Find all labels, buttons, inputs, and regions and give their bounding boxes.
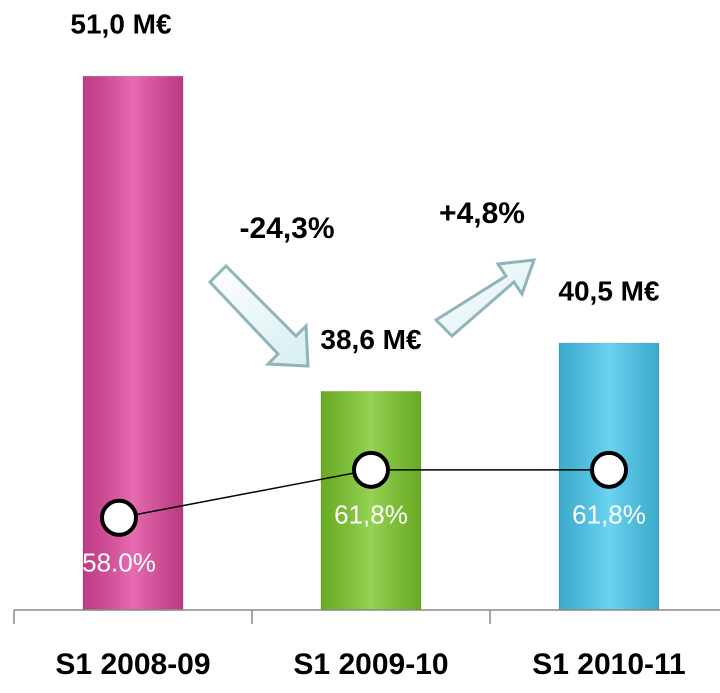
line-point: [352, 450, 390, 489]
bar-value-label: 38,6 M€: [320, 324, 422, 355]
bar-value-label: 40,5 M€: [558, 276, 660, 307]
bar-value-label: 51,0 M€: [70, 9, 172, 40]
line-point: [100, 498, 138, 537]
line-point: [590, 450, 628, 489]
up-arrow: [433, 258, 537, 339]
x-tick-label: S1 2009-10: [293, 648, 448, 681]
x-tick-label: S1 2008-09: [55, 648, 210, 681]
line-value-label: 61,8%: [572, 500, 646, 530]
annotation: -24,3%: [239, 212, 334, 245]
down-arrow: [207, 263, 310, 368]
line-value-label: 58.0%: [82, 548, 156, 578]
annotation: +4,8%: [439, 197, 525, 230]
line-value-label: 61,8%: [334, 500, 408, 530]
x-tick-label: S1 2010-11: [532, 648, 685, 681]
bar-shine: [321, 391, 421, 610]
